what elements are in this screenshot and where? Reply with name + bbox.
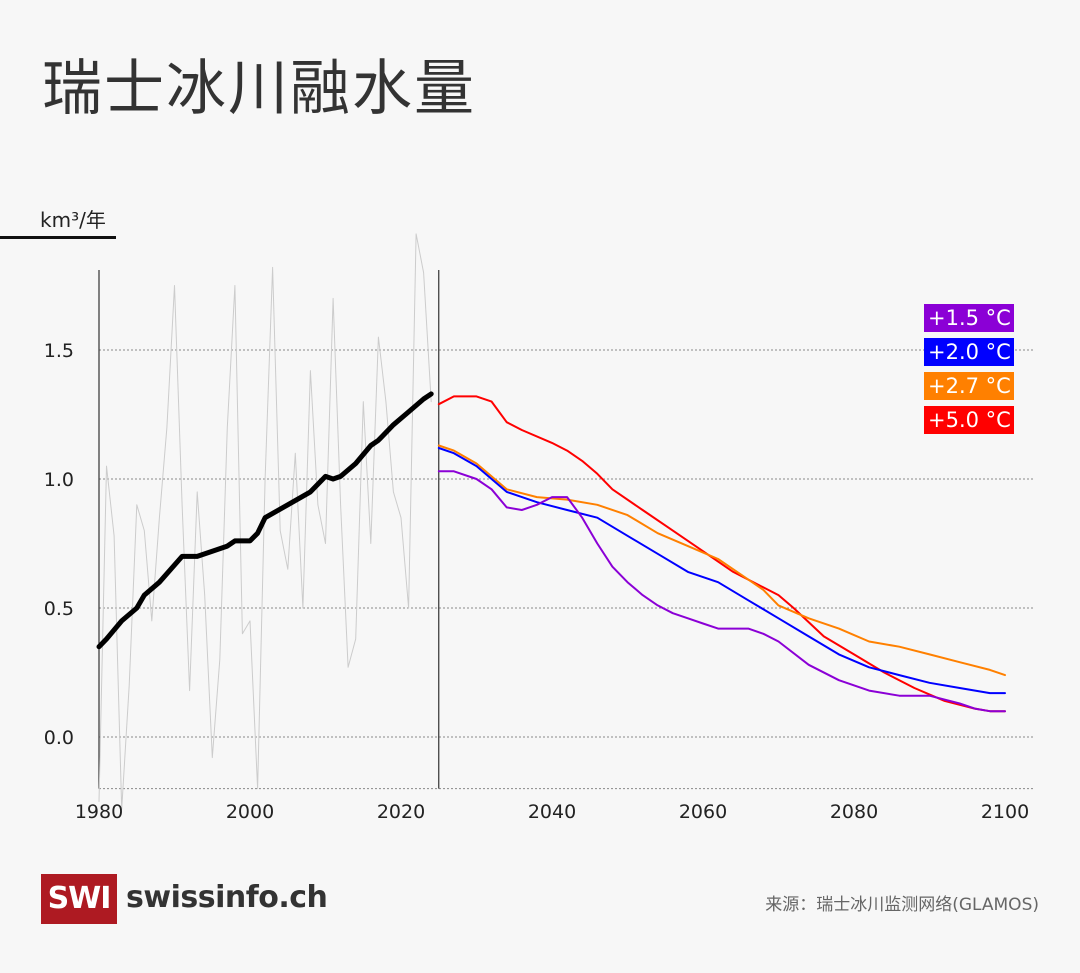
- y-tick-label: 0.0: [44, 727, 74, 749]
- series-group: [96, 233, 1006, 810]
- x-tick-label: 2100: [981, 801, 1029, 823]
- series-line-1.5c: [437, 470, 1006, 713]
- x-tick-label: 2060: [679, 801, 727, 823]
- y-tick-label: 1.0: [44, 469, 74, 491]
- legend-item: +2.7 °C: [924, 372, 1014, 400]
- x-tick-label: 2080: [830, 801, 878, 823]
- x-tick-label: 2040: [528, 801, 576, 823]
- axes: [98, 270, 440, 789]
- legend-item: +5.0 °C: [924, 406, 1014, 434]
- series-line-5.0c: [437, 395, 1006, 713]
- legend: +1.5 °C +2.0 °C +2.7 °C +5.0 °C: [924, 304, 1014, 440]
- x-tick-label: 2020: [377, 801, 425, 823]
- y-tick-label: 0.5: [44, 598, 74, 620]
- legend-item: +1.5 °C: [924, 304, 1014, 332]
- page-title: 瑞士冰川融水量: [42, 54, 476, 124]
- swissinfo-logo-text[interactable]: swissinfo.ch: [126, 880, 328, 915]
- x-tick-label: 1980: [75, 801, 123, 823]
- tick-labels: 0.0 0.5 1.0 1.5 1980 2000 2020 2040 2060 2080 2100: [44, 340, 1029, 823]
- gridlines: [99, 349, 1035, 790]
- legend-item: +2.0 °C: [924, 338, 1014, 366]
- y-axis-label: km³/年: [40, 208, 106, 232]
- source-note: 来源：瑞士冰川监测网络(GLAMOS): [765, 895, 1039, 915]
- series-line-2.7c: [437, 444, 1006, 677]
- x-tick-label: 2000: [226, 801, 274, 823]
- series-line-mean: [96, 391, 434, 650]
- y-axis-label-rule: [0, 236, 116, 239]
- y-tick-label: 1.5: [44, 340, 74, 362]
- series-line-2.0c: [437, 447, 1006, 695]
- swi-logo-badge[interactable]: SWI: [41, 874, 117, 924]
